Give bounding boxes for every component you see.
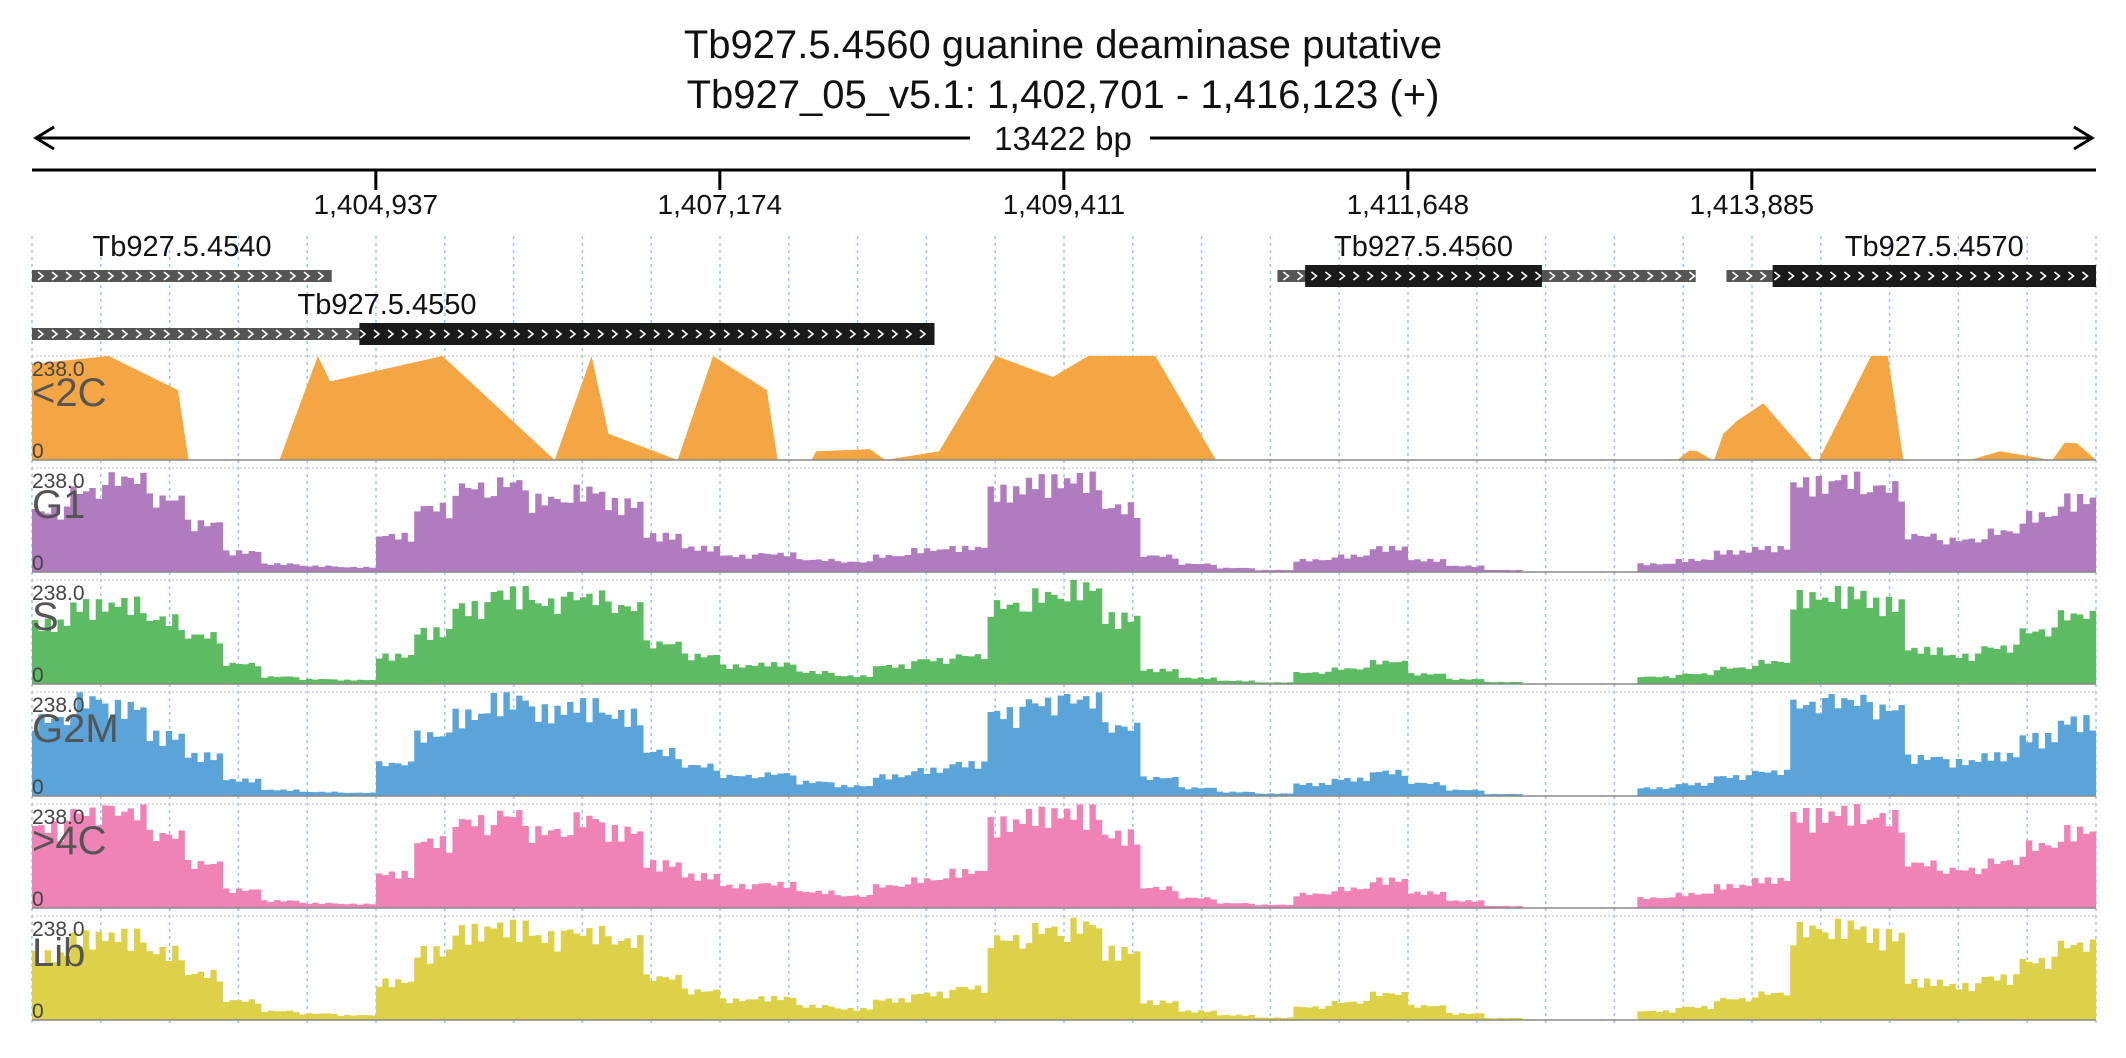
- track-Lib: 238.0 0 Lib: [32, 915, 2096, 1023]
- track-name-label: >4C: [32, 819, 107, 863]
- track-max-label: 238.0: [32, 470, 85, 493]
- track-name-label: Lib: [32, 931, 85, 975]
- track-name-label: S: [32, 595, 59, 639]
- coverage-area: [32, 356, 2096, 460]
- span-indicator: 13422 bp: [33, 120, 2095, 157]
- span-arrow-left: [33, 125, 55, 151]
- chart-title: Tb927.5.4560 guanine deaminase putative: [684, 23, 1442, 67]
- gene-label: Tb927.5.4550: [298, 289, 477, 321]
- coverage-tracks: 238.00<2C238.00G1238.00S238.00G2M238.00>…: [32, 355, 2096, 1023]
- strand-arrows: [37, 329, 927, 339]
- track-max-label: 238.0: [32, 918, 85, 941]
- track-min-label: 0: [32, 664, 44, 687]
- gene-Tb927.5.4550: Tb927.5.4550: [32, 289, 935, 345]
- span-arrow-right: [2073, 125, 2095, 151]
- track-min-label: 0: [32, 552, 44, 575]
- track-min-label: 0: [32, 440, 44, 463]
- track-S: 238.0 0 S: [32, 579, 2096, 687]
- coordinate-axis: 1,404,937 1,407,174 1,409,411 1,411,648 1,41…: [32, 168, 2096, 220]
- strand-arrows: [37, 271, 325, 281]
- track-max-label: 238.0: [32, 358, 85, 381]
- gene-annotation-track: Tb927.5.4540 Tb927.5.4550 Tb927.5.4560 Tb92…: [32, 231, 2096, 345]
- span-length-label: 13422 bp: [994, 120, 1132, 157]
- track-min-label: 0: [32, 888, 44, 911]
- axis-tick-label: 1,407,174: [658, 189, 783, 220]
- axis-tick-label: 1,409,411: [1003, 189, 1126, 220]
- gene-Tb927.5.4560: Tb927.5.4560: [1277, 231, 1696, 287]
- strand-arrows: [1282, 271, 1696, 281]
- track-G2M: 238.0 0 G2M: [32, 691, 2096, 799]
- track-name-label: G1: [32, 483, 85, 527]
- track-max-label: 238.0: [32, 582, 85, 605]
- gene-label: Tb927.5.4540: [93, 231, 272, 263]
- track-G1: 238.0 0 G1: [32, 467, 2096, 575]
- coverage-area: [32, 917, 2096, 1020]
- track-min-label: 0: [32, 776, 44, 799]
- track-<2C: 238.0 0 <2C: [32, 355, 2096, 463]
- axis-tick-label: 1,413,885: [1690, 189, 1815, 220]
- gene-Tb927.5.4570: Tb927.5.4570: [1726, 231, 2096, 287]
- coverage-area: [32, 692, 2096, 796]
- coverage-area: [32, 471, 2096, 572]
- track-name-label: <2C: [32, 371, 107, 415]
- gene-cds-bar: [1305, 265, 1542, 287]
- axis-tick-label: 1,404,937: [314, 189, 439, 220]
- gene-Tb927.5.4540: Tb927.5.4540: [32, 231, 332, 282]
- coverage-area: [32, 804, 2096, 908]
- gene-cds-bar: [359, 323, 935, 345]
- coverage-area: [32, 580, 2096, 684]
- track-min-label: 0: [32, 1000, 44, 1023]
- chart-subtitle: Tb927_05_v5.1: 1,402,701 - 1,416,123 (+): [687, 73, 1440, 117]
- track-max-label: 238.0: [32, 806, 85, 829]
- track-name-label: G2M: [32, 707, 119, 751]
- track->4C: 238.0 0 >4C: [32, 803, 2096, 911]
- axis-tick-label: 1,411,648: [1347, 189, 1470, 220]
- track-max-label: 238.0: [32, 694, 85, 717]
- strand-arrows: [1731, 271, 2089, 281]
- gene-label: Tb927.5.4570: [1845, 231, 2024, 263]
- gene-label: Tb927.5.4560: [1334, 231, 1513, 263]
